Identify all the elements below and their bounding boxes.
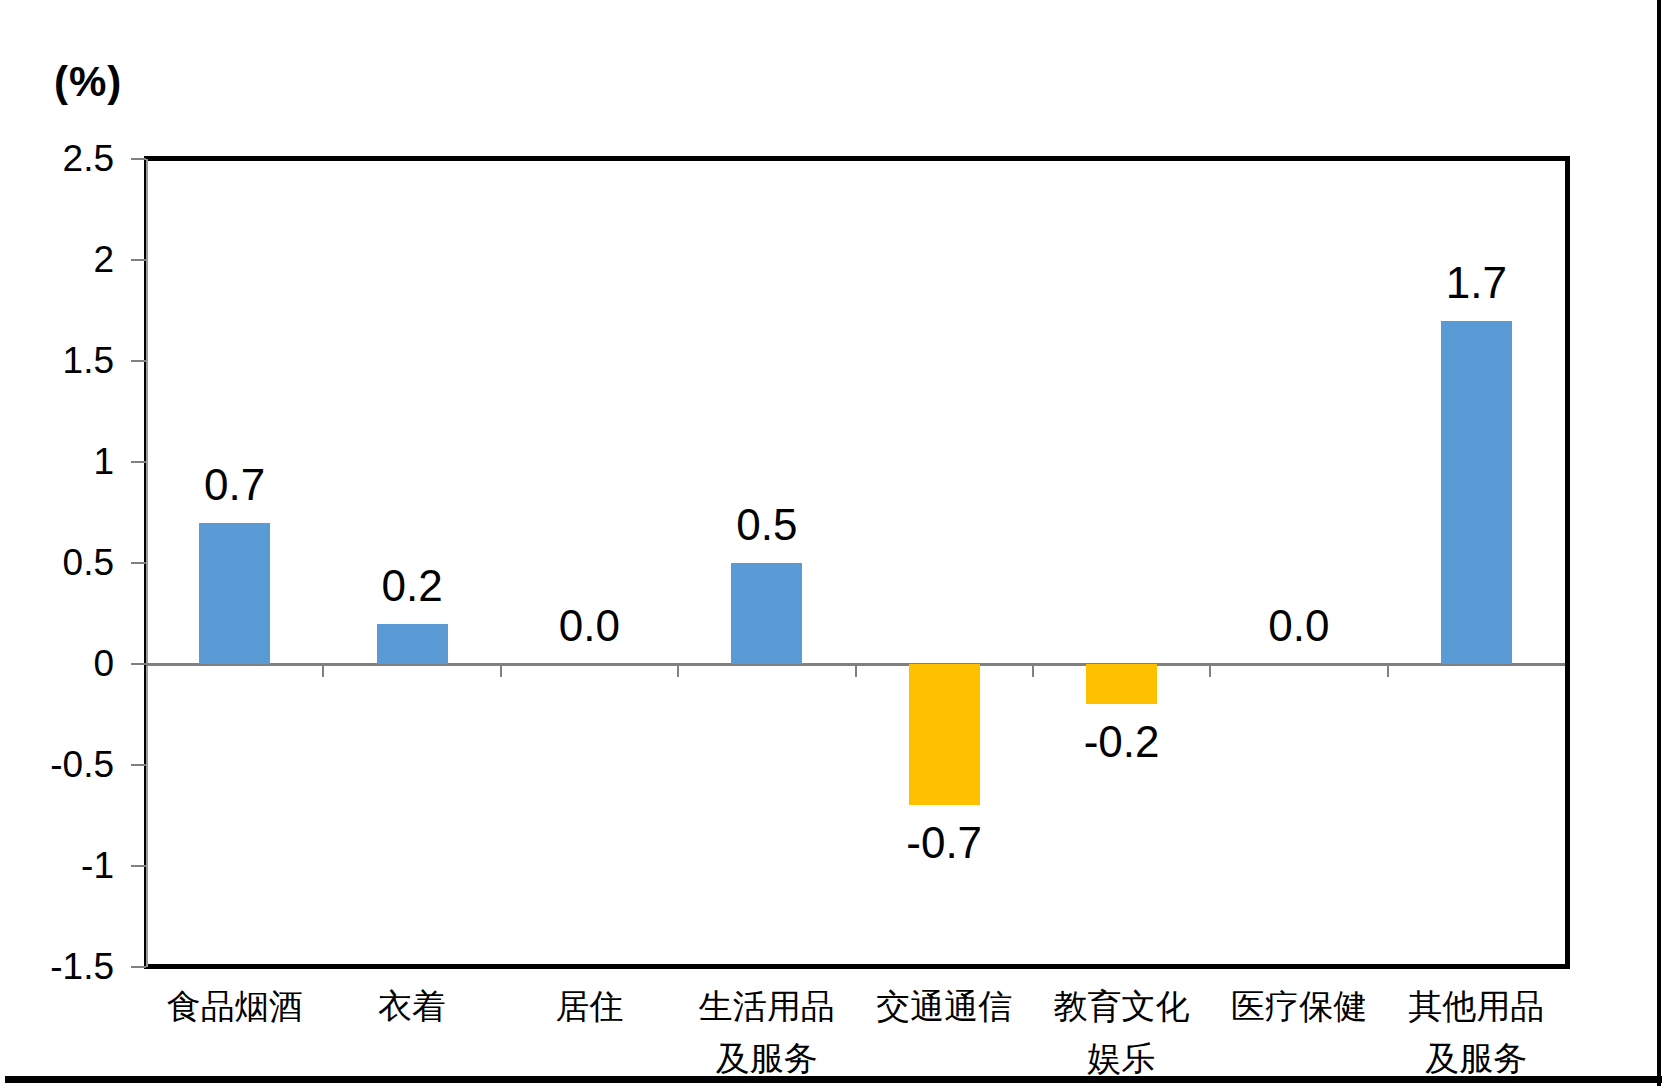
- y-axis-tick-6: [131, 764, 146, 766]
- plot-border-top: [144, 156, 1570, 161]
- bar-0: [199, 523, 270, 664]
- y-axis-line: [146, 159, 148, 967]
- x-axis-tick-6: [1209, 664, 1211, 677]
- bar-value-label-2: 0.0: [489, 602, 689, 650]
- y-axis-tick-label-5: 0: [6, 640, 114, 688]
- x-axis-tick-1: [322, 664, 324, 677]
- y-axis-tick-label-7: -1: [6, 842, 114, 890]
- y-axis-tick-0: [131, 158, 146, 160]
- y-axis-tick-label-4: 0.5: [6, 539, 114, 587]
- category-label-7: 其他用品及服务: [1336, 980, 1616, 1084]
- bar-value-label-7: 1.7: [1376, 259, 1576, 307]
- x-axis-tick-7: [1387, 664, 1389, 677]
- y-axis-tick-7: [131, 865, 146, 867]
- bar-7: [1441, 321, 1512, 664]
- y-axis-tick-5: [131, 663, 146, 665]
- bar-value-label-1: 0.2: [312, 562, 512, 610]
- bar-value-label-6: 0.0: [1199, 602, 1399, 650]
- bar-value-label-0: 0.7: [135, 461, 335, 509]
- y-axis-unit-label: (%): [54, 58, 122, 106]
- plot-border-bottom: [144, 964, 1570, 969]
- y-axis-tick-label-6: -0.5: [6, 741, 114, 789]
- y-axis-tick-label-2: 1.5: [6, 337, 114, 385]
- image-border-bottom: [5, 1076, 1662, 1083]
- image-border-right: [1657, 0, 1661, 1086]
- y-axis-tick-2: [131, 360, 146, 362]
- y-axis-tick-1: [131, 259, 146, 261]
- bar-value-label-5: -0.2: [1022, 718, 1222, 766]
- category-label-line: 其他用品: [1336, 980, 1616, 1032]
- y-axis-tick-4: [131, 562, 146, 564]
- bar-value-label-4: -0.7: [844, 819, 1044, 867]
- y-axis-tick-8: [131, 966, 146, 968]
- bar-4: [909, 664, 980, 805]
- y-axis-tick-label-1: 2: [6, 236, 114, 284]
- bar-5: [1086, 664, 1157, 704]
- bar-value-label-3: 0.5: [667, 501, 867, 549]
- y-axis-tick-label-0: 2.5: [6, 135, 114, 183]
- bar-1: [377, 624, 448, 664]
- y-axis-tick-label-3: 1: [6, 438, 114, 486]
- bar-3: [731, 563, 802, 664]
- x-axis-tick-2: [500, 664, 502, 677]
- x-axis-tick-4: [855, 664, 857, 677]
- x-axis-tick-5: [1032, 664, 1034, 677]
- x-axis-tick-3: [677, 664, 679, 677]
- chart-canvas: (%) 2.521.510.50-0.5-1-1.50.7食品烟酒0.2衣着0.…: [0, 0, 1662, 1086]
